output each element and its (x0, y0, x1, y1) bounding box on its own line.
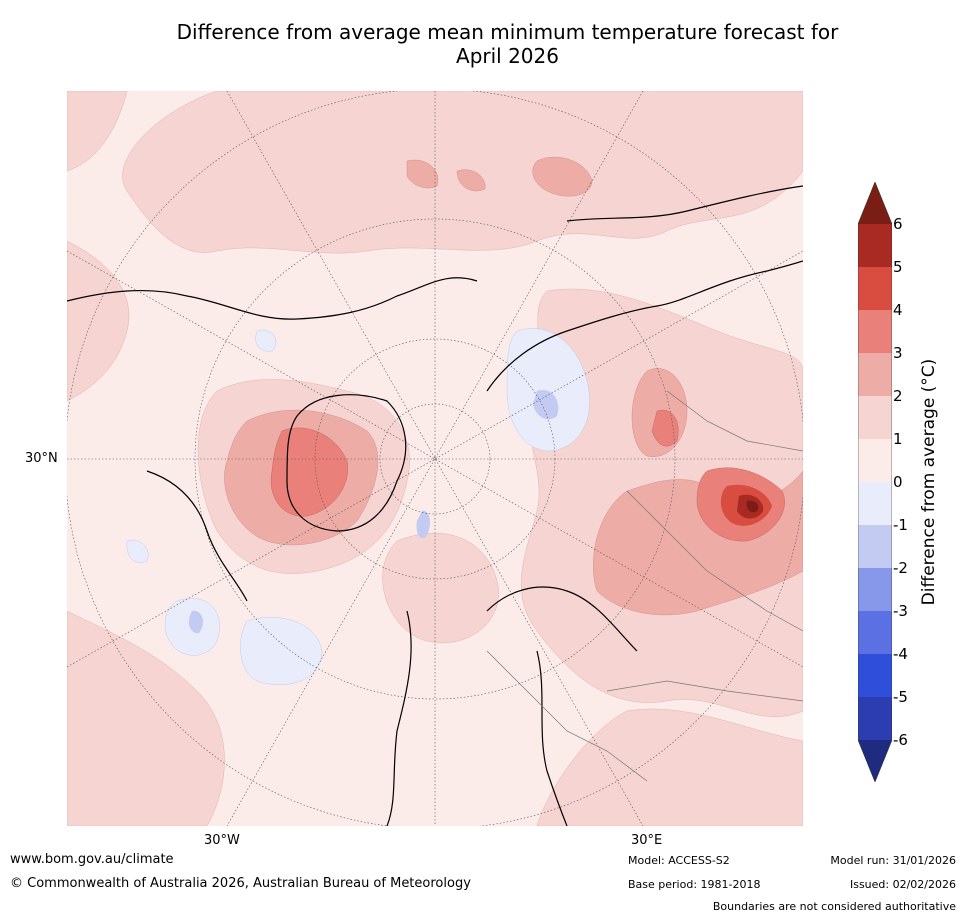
footer-disclaimer: Boundaries are not considered authoritat… (712, 900, 956, 913)
colorbar (858, 182, 892, 782)
footer-website: www.bom.gov.au/climate (10, 852, 174, 867)
lon-label-30w: 30°W (204, 833, 240, 848)
colorbar-tick-label: -6 (893, 731, 908, 749)
colorbar-tick-label: -5 (893, 688, 908, 706)
title-line-2: April 2026 (456, 44, 559, 68)
colorbar-band-bm6-m5 (858, 697, 892, 740)
title-line-1: Difference from average mean minimum tem… (176, 20, 839, 44)
footer-copyright: © Commonwealth of Australia 2026, Austra… (10, 876, 471, 891)
forecast-map (67, 91, 803, 826)
anomaly-minus-2-to-minus-1 (188, 390, 559, 634)
footer-model: Model: ACCESS-S2 (628, 854, 730, 867)
footer-model-run: Model run: 31/01/2026 (830, 854, 956, 867)
colorbar-band-b4-5 (858, 267, 892, 310)
footer-base-period: Base period: 1981-2018 (628, 878, 761, 891)
lon-label-30w-text: 30°W (204, 833, 240, 848)
colorbar-band-bm3-m2 (858, 568, 892, 611)
colorbar-band-above-6 (858, 182, 892, 224)
colorbar-tick-label: 5 (893, 258, 903, 276)
colorbar-band-b2-3 (858, 353, 892, 396)
colorbar-band-bm4-m3 (858, 611, 892, 654)
colorbar-band-b5-6 (858, 224, 892, 267)
colorbar-bands (858, 182, 892, 782)
lat-label-30n: 30°N (25, 451, 58, 466)
colorbar-band-below-minus-6 (858, 740, 892, 782)
colorbar-tick-label: 2 (893, 387, 903, 405)
colorbar-tick-label: -3 (893, 602, 908, 620)
colorbar-band-bm2-m1 (858, 525, 892, 568)
colorbar-tick-label: 0 (893, 473, 903, 491)
footer-issued: Issued: 02/02/2026 (849, 878, 956, 891)
colorbar-tick-label: 3 (893, 344, 903, 362)
colorbar-band-bm1-0 (858, 482, 892, 525)
colorbar-band-b1-2 (858, 396, 892, 439)
colorbar-tick-label: 1 (893, 430, 903, 448)
colorbar-tick-label: 4 (893, 301, 903, 319)
colorbar-label: Difference from average (°C) (919, 358, 939, 606)
anomaly-minus-1-to-0 (126, 328, 590, 685)
colorbar-band-b3-4 (858, 310, 892, 353)
anomaly-above-6 (746, 500, 759, 513)
lon-label-30e-text: 30°E (631, 833, 663, 848)
lon-label-30e: 30°E (631, 833, 662, 848)
coastlines (67, 185, 803, 826)
graticule (67, 91, 803, 826)
colorbar-band-bm5-m4 (858, 654, 892, 697)
colorbar-tick-label: -4 (893, 645, 908, 663)
colorbar-tick-label: -1 (893, 516, 908, 534)
colorbar-tick-label: 6 (893, 215, 903, 233)
country-borders (486, 390, 803, 782)
colorbar-tick-label: -2 (893, 559, 908, 577)
map-title: Difference from average mean minimum tem… (60, 20, 955, 68)
colorbar-band-b0-1 (858, 439, 892, 482)
